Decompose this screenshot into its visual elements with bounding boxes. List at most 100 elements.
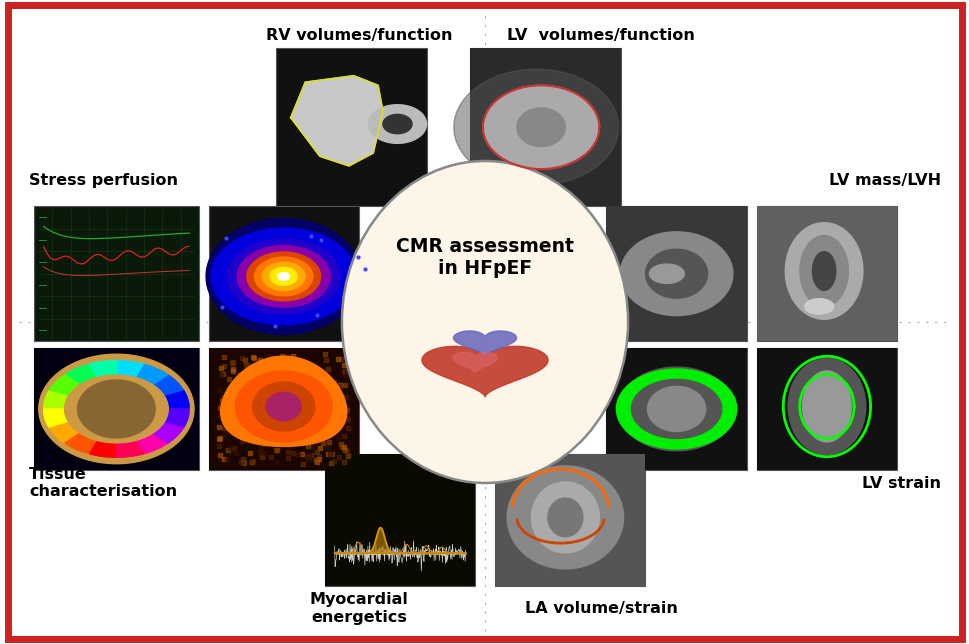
Polygon shape bbox=[62, 376, 78, 386]
Polygon shape bbox=[167, 420, 185, 425]
Polygon shape bbox=[60, 377, 77, 386]
Polygon shape bbox=[46, 417, 65, 421]
Bar bbox=[756, 348, 896, 470]
Polygon shape bbox=[422, 346, 547, 397]
Polygon shape bbox=[785, 223, 862, 319]
Polygon shape bbox=[47, 391, 67, 397]
Polygon shape bbox=[516, 108, 565, 146]
Polygon shape bbox=[56, 429, 74, 437]
Bar bbox=[325, 454, 475, 586]
Polygon shape bbox=[620, 232, 733, 316]
Polygon shape bbox=[105, 361, 109, 374]
Polygon shape bbox=[89, 442, 98, 455]
Polygon shape bbox=[143, 439, 155, 451]
Polygon shape bbox=[133, 442, 141, 455]
Polygon shape bbox=[166, 421, 185, 427]
Polygon shape bbox=[136, 364, 145, 377]
Polygon shape bbox=[153, 374, 168, 384]
Polygon shape bbox=[68, 372, 82, 383]
Polygon shape bbox=[47, 420, 66, 425]
Polygon shape bbox=[68, 435, 82, 446]
Bar bbox=[208, 348, 359, 470]
Polygon shape bbox=[547, 498, 582, 536]
Polygon shape bbox=[118, 444, 121, 457]
Polygon shape bbox=[146, 437, 159, 449]
Text: LA volume/strain: LA volume/strain bbox=[524, 601, 677, 616]
Polygon shape bbox=[67, 373, 81, 383]
Polygon shape bbox=[799, 236, 848, 307]
Polygon shape bbox=[126, 444, 132, 457]
Polygon shape bbox=[168, 397, 187, 401]
Polygon shape bbox=[92, 442, 100, 455]
Polygon shape bbox=[131, 442, 139, 455]
Polygon shape bbox=[101, 444, 107, 457]
Polygon shape bbox=[45, 400, 64, 403]
Polygon shape bbox=[85, 365, 95, 377]
Polygon shape bbox=[235, 371, 331, 442]
Polygon shape bbox=[46, 395, 65, 400]
Polygon shape bbox=[51, 386, 70, 393]
Polygon shape bbox=[166, 391, 185, 397]
Polygon shape bbox=[802, 371, 851, 442]
Bar bbox=[606, 206, 746, 341]
Polygon shape bbox=[57, 430, 75, 439]
Polygon shape bbox=[168, 395, 187, 400]
Polygon shape bbox=[85, 441, 95, 453]
Polygon shape bbox=[72, 370, 85, 381]
Polygon shape bbox=[108, 361, 111, 374]
Polygon shape bbox=[156, 431, 172, 441]
Bar bbox=[606, 348, 746, 470]
Polygon shape bbox=[60, 431, 77, 441]
Polygon shape bbox=[96, 443, 103, 456]
Text: LV mass/LVH: LV mass/LVH bbox=[828, 173, 940, 188]
Bar bbox=[34, 206, 199, 341]
Polygon shape bbox=[164, 387, 182, 394]
Polygon shape bbox=[150, 372, 165, 383]
Polygon shape bbox=[44, 408, 63, 409]
Polygon shape bbox=[44, 410, 63, 412]
Polygon shape bbox=[157, 431, 173, 440]
Polygon shape bbox=[57, 379, 75, 388]
Polygon shape bbox=[170, 408, 189, 409]
Bar bbox=[494, 454, 644, 586]
Polygon shape bbox=[121, 444, 125, 457]
Polygon shape bbox=[63, 433, 78, 443]
Text: Tissue
characterisation: Tissue characterisation bbox=[29, 467, 177, 499]
Polygon shape bbox=[291, 76, 383, 166]
Polygon shape bbox=[167, 394, 186, 399]
Polygon shape bbox=[150, 435, 165, 446]
Polygon shape bbox=[255, 257, 312, 296]
Polygon shape bbox=[139, 365, 149, 377]
Polygon shape bbox=[49, 388, 68, 395]
Polygon shape bbox=[74, 437, 86, 449]
Polygon shape bbox=[154, 375, 170, 384]
Polygon shape bbox=[169, 415, 188, 418]
Polygon shape bbox=[618, 367, 735, 451]
Polygon shape bbox=[138, 365, 147, 377]
Polygon shape bbox=[67, 435, 81, 445]
Polygon shape bbox=[169, 401, 188, 404]
Polygon shape bbox=[55, 428, 73, 436]
Polygon shape bbox=[55, 382, 73, 390]
Polygon shape bbox=[116, 361, 118, 374]
Polygon shape bbox=[98, 443, 105, 456]
Polygon shape bbox=[159, 381, 176, 389]
Polygon shape bbox=[44, 404, 63, 407]
Polygon shape bbox=[167, 419, 186, 424]
Polygon shape bbox=[109, 444, 113, 457]
Polygon shape bbox=[56, 381, 74, 389]
Text: RV volumes/function: RV volumes/function bbox=[266, 28, 452, 43]
Polygon shape bbox=[59, 431, 76, 440]
Polygon shape bbox=[507, 466, 623, 569]
Polygon shape bbox=[453, 331, 516, 356]
Polygon shape bbox=[647, 386, 704, 431]
Polygon shape bbox=[103, 361, 108, 374]
Polygon shape bbox=[101, 361, 107, 374]
Polygon shape bbox=[368, 105, 426, 144]
Polygon shape bbox=[83, 365, 94, 377]
Polygon shape bbox=[221, 356, 346, 446]
Polygon shape bbox=[159, 429, 176, 437]
Polygon shape bbox=[135, 363, 143, 376]
Polygon shape bbox=[170, 406, 189, 408]
Polygon shape bbox=[211, 228, 357, 325]
